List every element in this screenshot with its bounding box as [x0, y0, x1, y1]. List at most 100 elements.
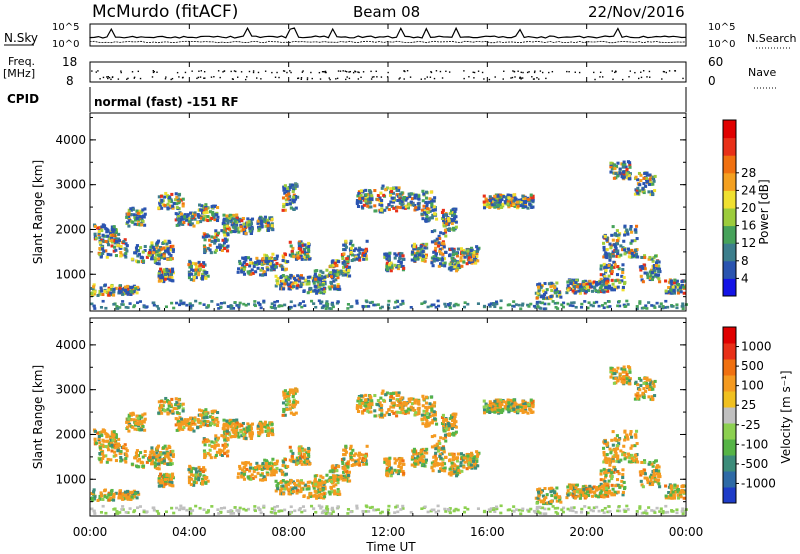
echo-cell	[399, 264, 403, 268]
freq-tick-bottom: 8	[66, 74, 74, 88]
echo-cell	[241, 216, 245, 221]
echo-cell	[208, 448, 212, 452]
echo-cell	[496, 203, 500, 207]
echo-cell	[612, 163, 616, 167]
echo-cell	[134, 259, 139, 263]
echo-cell	[223, 442, 227, 446]
echo-cell	[249, 272, 253, 276]
echo-cell	[397, 259, 401, 263]
echo-cell	[206, 215, 210, 219]
echo-cell	[613, 285, 617, 289]
echo-cell	[253, 300, 257, 303]
echo-cell	[261, 478, 265, 482]
echo-cell	[114, 248, 118, 252]
echo-cell	[258, 259, 262, 263]
echo-cell	[292, 486, 296, 490]
echo-cell	[442, 232, 446, 236]
echo-cell	[349, 444, 353, 448]
echo-cell	[280, 469, 284, 473]
echo-cell	[638, 302, 642, 305]
echo-cell	[205, 233, 209, 237]
echo-cell	[324, 307, 328, 310]
echo-cell	[331, 305, 335, 309]
echo-cell	[601, 304, 605, 307]
echo-cell	[383, 208, 387, 212]
echo-cell	[401, 299, 405, 303]
echo-cell	[236, 431, 240, 435]
echo-cell	[304, 257, 308, 261]
echo-cell	[294, 206, 298, 210]
echo-cell	[410, 197, 414, 201]
echo-cell	[402, 400, 406, 405]
echo-cell	[294, 183, 298, 187]
echo-cell	[105, 255, 109, 259]
echo-cell	[138, 414, 142, 418]
echo-cell	[101, 247, 105, 251]
echo-cell	[102, 444, 106, 448]
echo-cell	[317, 278, 321, 282]
echo-cell	[174, 198, 178, 202]
echo-cell	[250, 229, 254, 233]
echo-cell	[303, 278, 307, 282]
echo-cell	[341, 478, 345, 482]
echo-cell	[675, 285, 679, 289]
echo-cell	[208, 443, 212, 447]
echo-cell	[213, 250, 217, 254]
echo-cell	[213, 218, 217, 222]
echo-cell	[272, 470, 276, 474]
echo-cell	[648, 276, 653, 280]
echo-cell	[488, 305, 492, 308]
echo-cell	[452, 226, 456, 230]
echo-cell	[446, 223, 450, 227]
echo-cell	[131, 425, 135, 429]
echo-cell	[652, 265, 656, 269]
echo-cell	[288, 194, 292, 198]
echo-cell	[270, 422, 274, 426]
echo-cell	[270, 266, 274, 270]
echo-cell	[266, 262, 270, 266]
echo-cell	[105, 230, 109, 234]
echo-cell	[437, 241, 441, 245]
echo-cell	[554, 291, 558, 295]
echo-cell	[482, 200, 486, 204]
echo-cell	[221, 449, 225, 453]
echo-cell	[192, 480, 196, 484]
echo-cell	[145, 460, 149, 464]
echo-cell	[610, 272, 614, 276]
echo-cell	[345, 264, 349, 268]
echo-cell	[328, 492, 332, 496]
echo-cell	[263, 273, 268, 277]
echo-cell	[401, 462, 405, 466]
echo-cell	[143, 412, 147, 416]
echo-cell	[225, 238, 229, 242]
echo-cell	[633, 250, 637, 254]
echo-cell	[203, 468, 207, 472]
echo-cell	[630, 239, 634, 243]
echo-cell	[364, 193, 368, 197]
echo-cell	[419, 449, 423, 453]
echo-cell	[512, 201, 516, 205]
echo-cell	[254, 466, 258, 470]
echo-cell	[628, 172, 632, 176]
echo-cell	[160, 461, 164, 465]
echo-cell	[459, 256, 463, 260]
echo-cell	[611, 252, 615, 256]
echo-cell	[169, 403, 173, 407]
echo-cell	[359, 453, 363, 457]
echo-cell	[109, 287, 113, 291]
echo-cell	[270, 427, 274, 431]
echo-cell	[169, 272, 174, 276]
echo-cell	[381, 184, 385, 188]
echo-cell	[320, 287, 324, 291]
echo-cell	[366, 192, 371, 196]
echo-cell	[143, 449, 147, 454]
echo-cell	[250, 434, 254, 438]
echo-cell	[287, 278, 291, 282]
echo-cell	[150, 241, 154, 245]
echo-cell	[266, 268, 270, 272]
echo-cell	[192, 278, 196, 282]
echo-cell	[349, 454, 353, 458]
echo-cell	[396, 198, 400, 203]
echo-cell	[361, 456, 365, 461]
echo-cell	[379, 191, 383, 195]
